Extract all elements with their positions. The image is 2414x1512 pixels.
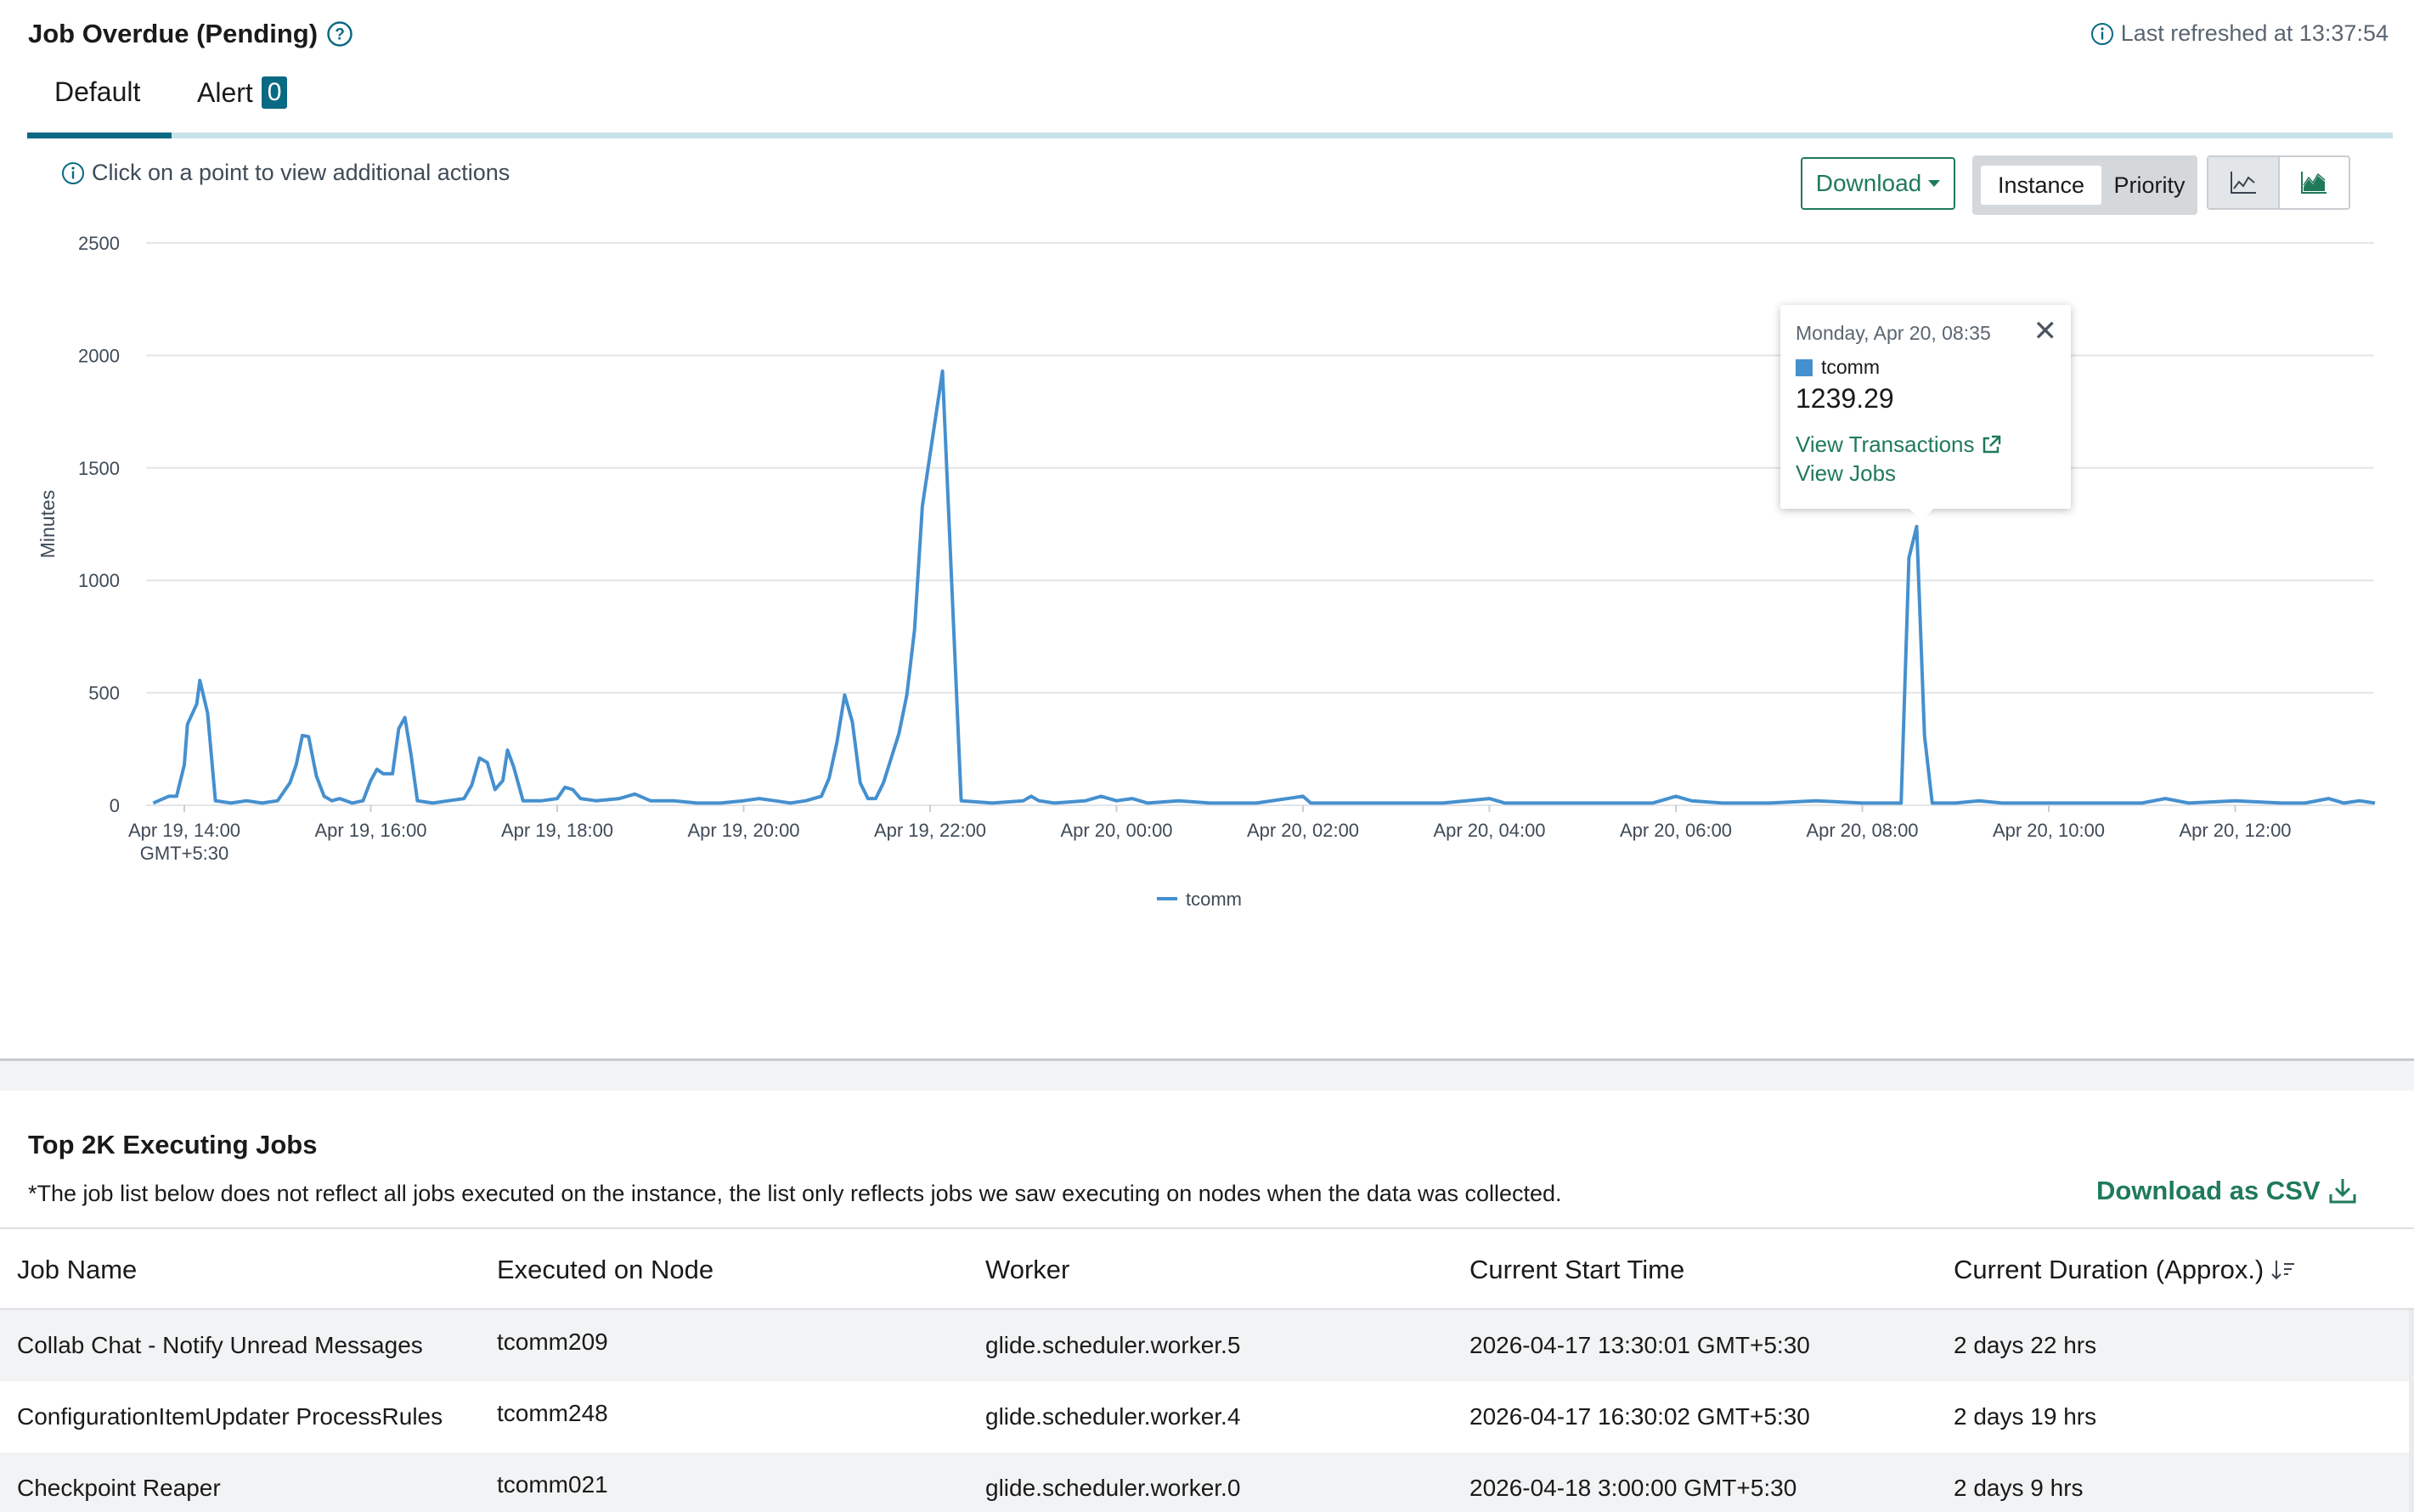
- toggle-instance[interactable]: Instance: [1981, 166, 2101, 205]
- table-scrollbar[interactable]: [2409, 1310, 2414, 1512]
- external-link-icon: [1983, 435, 2000, 453]
- y-tick-label: 1000: [78, 570, 120, 591]
- cell-node: tcomm021: [497, 1471, 608, 1498]
- group-by-toggle: Instance Priority: [1972, 155, 2197, 215]
- cell-duration: 2 days 19 hrs: [1954, 1403, 2097, 1430]
- col-header-current-duration[interactable]: Current Duration (Approx.): [1954, 1255, 2296, 1285]
- section-divider: [0, 1058, 2414, 1091]
- chart-panel: Job Overdue (Pending) ? Last refreshed a…: [0, 19, 2414, 934]
- col-header-worker[interactable]: Worker: [985, 1255, 1070, 1284]
- cell-duration: 2 days 9 hrs: [1954, 1475, 2084, 1501]
- jobs-table: Job Name Executed on Node Worker Current…: [0, 1227, 2414, 1512]
- x-tick-label: Apr 20, 00:00: [1060, 820, 1172, 841]
- jobs-note: *The job list below does not reflect all…: [28, 1181, 1562, 1206]
- x-tick-label: Apr 20, 06:00: [1620, 820, 1732, 841]
- tooltip-date: Monday, Apr 20, 08:35: [1796, 322, 1991, 344]
- close-icon[interactable]: ✕: [2033, 315, 2058, 347]
- table-row[interactable]: Collab Chat - Notify Unread Messages tco…: [0, 1310, 2414, 1381]
- point-tooltip: Monday, Apr 20, 08:35 ✕ tcomm 1239.29 Vi…: [1780, 305, 2071, 521]
- toggle-priority[interactable]: Priority: [2113, 172, 2186, 198]
- x-tick-label: Apr 20, 02:00: [1247, 820, 1359, 841]
- x-tick-label: Apr 20, 10:00: [1993, 820, 2105, 841]
- series-swatch: [1796, 358, 1813, 376]
- tab-underline: [27, 133, 2393, 138]
- info-icon: [2090, 22, 2113, 45]
- col-header-job-name[interactable]: Job Name: [17, 1255, 138, 1284]
- cell-start-time: 2026-04-17 16:30:02 GMT+5:30: [1469, 1403, 1810, 1430]
- x-tick-label: Apr 19, 22:00: [874, 820, 986, 841]
- x-tick-label: Apr 19, 14:00: [128, 820, 240, 841]
- tab-alert[interactable]: Alert 0: [197, 76, 288, 109]
- y-tick-label: 0: [110, 795, 120, 816]
- chart-hint: Click on a point to view additional acti…: [61, 160, 510, 186]
- x-tick-label: Apr 19, 20:00: [687, 820, 799, 841]
- cell-job-name: ConfigurationItemUpdater ProcessRules: [17, 1403, 443, 1430]
- view-jobs-link[interactable]: View Jobs: [1796, 460, 1897, 486]
- table-row[interactable]: ConfigurationItemUpdater ProcessRules tc…: [0, 1381, 2414, 1453]
- col-header-current-start-time[interactable]: Current Start Time: [1469, 1255, 1685, 1284]
- line-chart-icon: [2230, 172, 2256, 194]
- y-tick-label: 500: [88, 683, 120, 704]
- y-tick-label: 2500: [78, 233, 120, 254]
- cell-worker: glide.scheduler.worker.0: [985, 1475, 1241, 1501]
- table-row[interactable]: Checkpoint Reaper tcomm021 glide.schedul…: [0, 1453, 2414, 1512]
- tooltip-value: 1239.29: [1796, 383, 1894, 414]
- info-icon: [62, 161, 84, 184]
- table-header: Job Name Executed on Node Worker Current…: [0, 1227, 2414, 1310]
- last-refreshed: Last refreshed at 13:37:54: [2090, 20, 2389, 47]
- cell-node: tcomm209: [497, 1329, 608, 1355]
- area-chart-icon: [2301, 172, 2327, 194]
- line-chart-button[interactable]: [2208, 157, 2280, 208]
- alert-count-badge: 0: [261, 76, 288, 109]
- view-transactions-link[interactable]: View Transactions: [1796, 432, 2002, 458]
- cell-start-time: 2026-04-18 3:00:00 GMT+5:30: [1469, 1475, 1797, 1501]
- caret-down-icon: [1928, 180, 1941, 187]
- x-tick-label: Apr 19, 16:00: [314, 820, 426, 841]
- tab-default[interactable]: Default: [54, 76, 141, 107]
- legend-item[interactable]: tcomm: [1186, 889, 1242, 910]
- tooltip-series: tcomm: [1796, 356, 1880, 379]
- page-title: Job Overdue (Pending) ?: [28, 19, 353, 49]
- cell-duration: 2 days 22 hrs: [1954, 1332, 2097, 1358]
- download-button[interactable]: Download: [1801, 157, 1955, 210]
- series-line-tcomm[interactable]: [152, 369, 2376, 805]
- y-tick-label: 1500: [78, 458, 120, 479]
- help-icon[interactable]: ?: [326, 20, 353, 48]
- tab-active-indicator: [27, 133, 172, 138]
- jobs-section-title: Top 2K Executing Jobs: [28, 1130, 318, 1159]
- tabs: Default Alert 0: [27, 71, 2393, 139]
- x-tick-label: Apr 20, 08:00: [1806, 820, 1918, 841]
- cell-job-name: Checkpoint Reaper: [17, 1475, 221, 1501]
- cell-node: tcomm248: [497, 1400, 608, 1426]
- x-tick-label: Apr 20, 12:00: [2179, 820, 2291, 841]
- download-csv-link[interactable]: Download as CSV: [2096, 1176, 2358, 1206]
- cell-worker: glide.scheduler.worker.4: [985, 1403, 1241, 1430]
- x-tick-label: Apr 19, 18:00: [501, 820, 613, 841]
- y-tick-label: 2000: [78, 345, 120, 366]
- svg-text:?: ?: [335, 26, 345, 44]
- col-header-executed-on-node[interactable]: Executed on Node: [497, 1255, 714, 1284]
- cell-start-time: 2026-04-17 13:30:01 GMT+5:30: [1469, 1332, 1810, 1358]
- area-chart-button[interactable]: [2280, 157, 2349, 208]
- sort-descending-icon: [2271, 1261, 2295, 1280]
- chart-type-toggle: [2207, 155, 2350, 210]
- cell-job-name: Collab Chat - Notify Unread Messages: [17, 1332, 423, 1358]
- line-chart[interactable]: 0 500 1000 1500 2000 2500 Apr 19, 14:00 Apr 19…: [0, 221, 2414, 934]
- y-axis-label: Minutes: [37, 490, 59, 559]
- download-icon: [2329, 1179, 2356, 1204]
- x-tick-label: Apr 20, 04:00: [1433, 820, 1545, 841]
- cell-worker: glide.scheduler.worker.5: [985, 1332, 1241, 1358]
- timezone-label: GMT+5:30: [140, 843, 229, 864]
